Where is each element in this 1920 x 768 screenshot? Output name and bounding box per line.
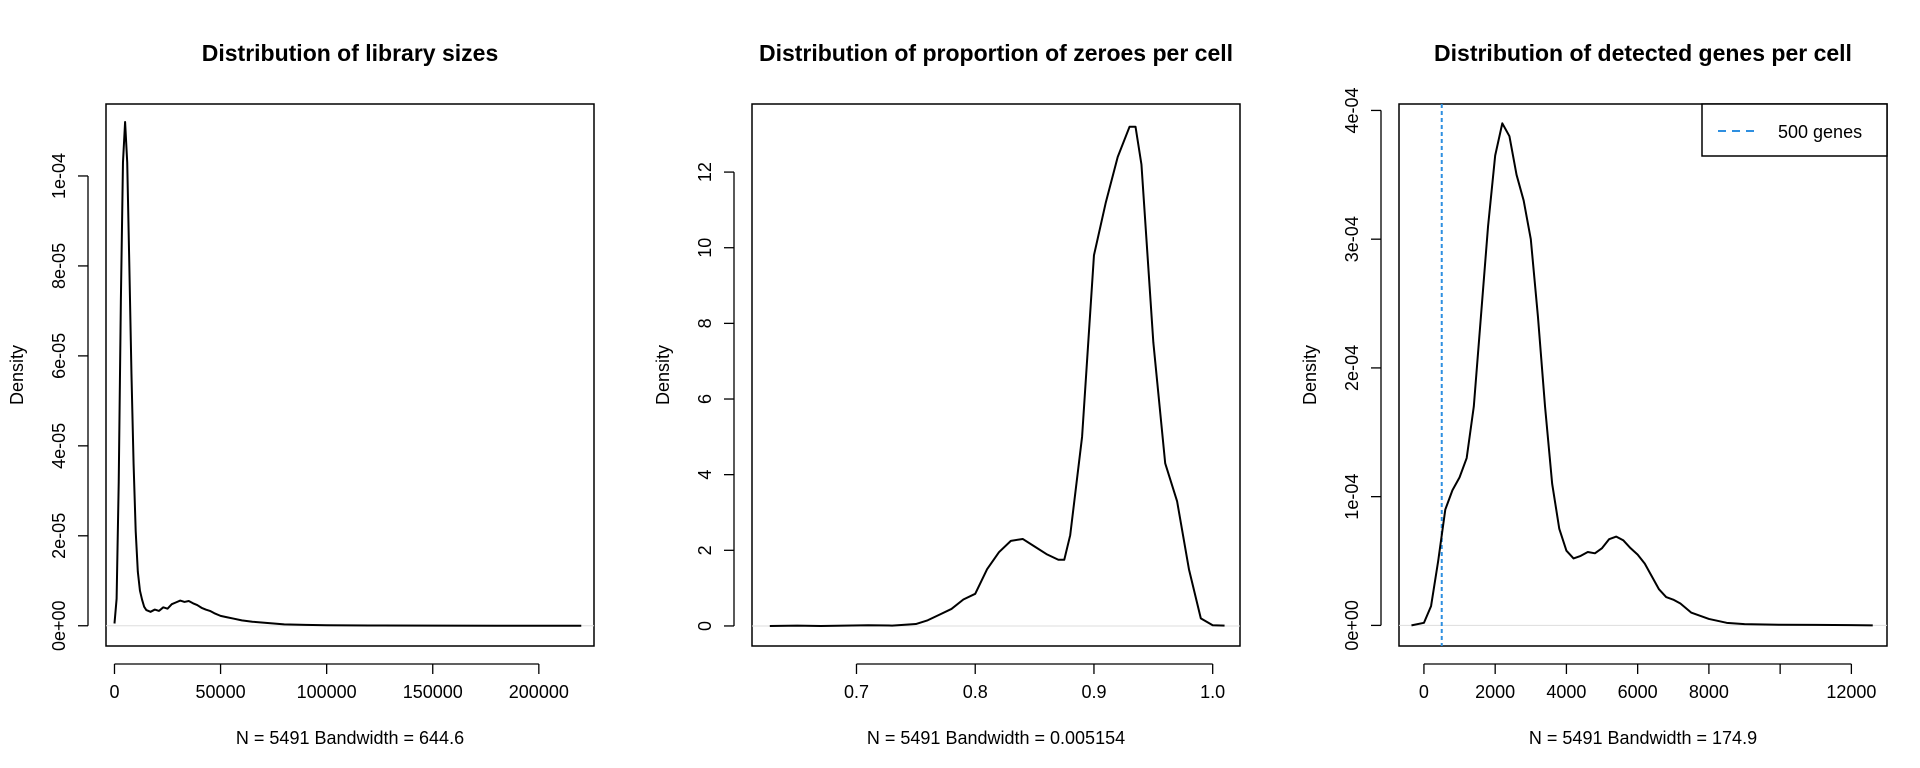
x-tick-label: 4000 xyxy=(1546,682,1586,702)
plot-frame xyxy=(751,103,1241,647)
x-tick-label: 0.7 xyxy=(844,682,869,702)
chart-title: Distribution of library sizes xyxy=(202,40,499,66)
y-tick-label: 6e-05 xyxy=(49,333,69,379)
x-tick-label: 6000 xyxy=(1618,682,1658,702)
y-tick-label: 0e+00 xyxy=(49,600,69,651)
x-tick-label: 1.0 xyxy=(1200,682,1225,702)
y-tick-label: 10 xyxy=(695,238,715,258)
y-axis-label: Density xyxy=(7,345,27,405)
y-tick-label: 0e+00 xyxy=(1342,600,1362,651)
x-tick-label: 0 xyxy=(1419,682,1429,702)
y-tick-label: 2 xyxy=(695,545,715,555)
density-curve xyxy=(1411,122,1873,627)
panel-proportion-zeroes: Distribution of proportion of zeroes per… xyxy=(653,40,1241,748)
x-tick-label: 8000 xyxy=(1689,682,1729,702)
x-tick-label: 150000 xyxy=(403,682,463,702)
density-curve xyxy=(113,120,582,627)
y-tick-label: 1e-04 xyxy=(1342,474,1362,520)
legend: 500 genes xyxy=(1701,103,1888,157)
y-tick-label: 1e-04 xyxy=(49,153,69,199)
x-tick-label: 2000 xyxy=(1475,682,1515,702)
plot-area: 0 2000 4000 6000 8000 12000 0e+00 1e-04 2e-04 3e-… xyxy=(1342,87,1887,702)
y-tick-label: 4e-04 xyxy=(1342,87,1362,133)
x-tick-label: 50000 xyxy=(196,682,246,702)
x-tick-label: 200000 xyxy=(509,682,569,702)
plot-area: 0.7 0.8 0.9 1.0 0 2 4 6 8 10 12 xyxy=(695,125,1240,702)
x-tick-label: 0.8 xyxy=(963,682,988,702)
y-tick-label: 4e-05 xyxy=(49,423,69,469)
legend-entry-label: 500 genes xyxy=(1778,122,1862,142)
y-tick-label: 3e-04 xyxy=(1342,216,1362,262)
y-tick-label: 12 xyxy=(695,162,715,182)
chart-title: Distribution of proportion of zeroes per… xyxy=(759,40,1233,66)
x-tick-label: 100000 xyxy=(297,682,357,702)
y-tick-label: 0 xyxy=(695,621,715,631)
y-tick-label: 8e-05 xyxy=(49,243,69,289)
panel-detected-genes: Distribution of detected genes per cell … xyxy=(1300,40,1888,748)
y-tick-label: 2e-04 xyxy=(1342,345,1362,391)
x-tick-label: 12000 xyxy=(1826,682,1876,702)
panel-library-sizes: Distribution of library sizes N = 5491 B… xyxy=(7,40,595,748)
density-curve xyxy=(769,125,1225,627)
x-axis-label: N = 5491 Bandwidth = 644.6 xyxy=(236,728,464,748)
y-tick-label: 8 xyxy=(695,318,715,328)
y-tick-label: 6 xyxy=(695,394,715,404)
y-tick-label: 2e-05 xyxy=(49,513,69,559)
x-tick-label: 0 xyxy=(109,682,119,702)
x-tick-label: 0.9 xyxy=(1081,682,1106,702)
chart-title: Distribution of detected genes per cell xyxy=(1434,40,1852,66)
x-axis-label: N = 5491 Bandwidth = 0.005154 xyxy=(867,728,1125,748)
x-axis-label: N = 5491 Bandwidth = 174.9 xyxy=(1529,728,1757,748)
plot-frame xyxy=(105,103,595,647)
plot-area: 0 50000 100000 150000 200000 0e+00 2e-05 4e-05 6… xyxy=(49,120,594,702)
plot-frame xyxy=(1398,103,1888,647)
y-axis-label: Density xyxy=(1300,345,1320,405)
y-axis-label: Density xyxy=(653,345,673,405)
y-tick-label: 4 xyxy=(695,470,715,480)
